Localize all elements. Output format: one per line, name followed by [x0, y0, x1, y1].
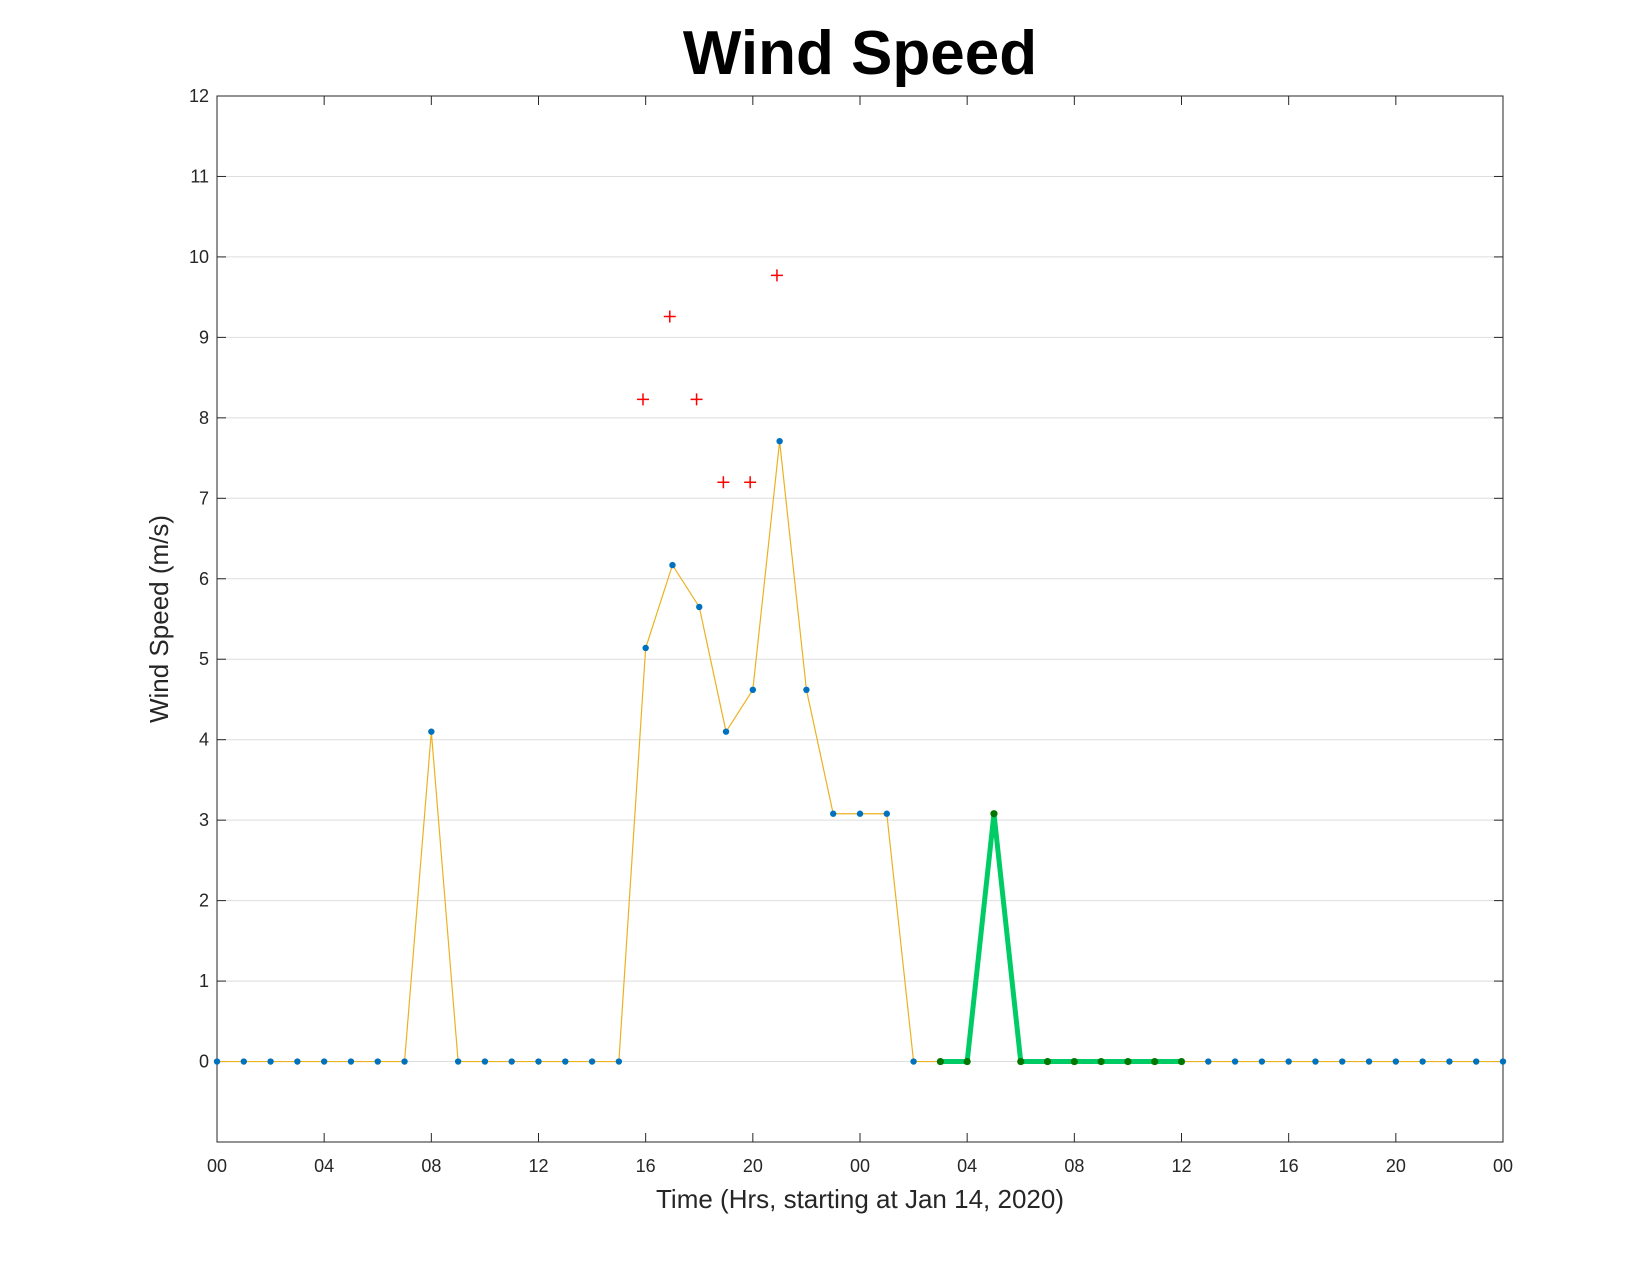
data-point	[856, 810, 864, 817]
data-point	[1205, 1058, 1212, 1065]
data-point	[267, 1058, 274, 1065]
x-tick-label: 00	[1493, 1156, 1513, 1176]
data-point	[776, 437, 783, 445]
data-point	[1070, 1057, 1078, 1066]
data-point	[1231, 1058, 1239, 1065]
data-point	[1177, 1057, 1186, 1066]
x-tick-label: 04	[957, 1156, 977, 1176]
x-tick-label: 20	[743, 1156, 763, 1176]
series-2	[636, 269, 783, 489]
data-point	[990, 810, 998, 818]
x-tick-label: 04	[314, 1156, 334, 1176]
data-point	[1043, 1057, 1052, 1066]
series-0	[213, 437, 1507, 1065]
y-tick-label: 3	[199, 810, 209, 830]
plot-area-frame	[216, 95, 1504, 1143]
y-tick-label: 1	[199, 971, 209, 991]
data-point	[213, 1058, 221, 1065]
plus-marker	[770, 269, 783, 282]
x-tick-label: 12	[1171, 1156, 1191, 1176]
series-line	[940, 813, 1182, 1065]
data-point	[910, 1058, 917, 1065]
y-tick-label: 10	[189, 247, 209, 267]
data-point	[1151, 1057, 1159, 1066]
x-tick-label: 20	[1386, 1156, 1406, 1176]
data-point	[1365, 1058, 1373, 1065]
grid-lines	[217, 95, 1503, 1063]
data-point	[374, 1058, 381, 1065]
data-point	[696, 603, 703, 611]
y-tick-label: 12	[189, 86, 209, 106]
y-tick-label: 6	[199, 569, 209, 589]
y-axis-label: Wind Speed (m/s)	[144, 515, 174, 723]
x-tick-label: 12	[528, 1156, 548, 1176]
data-point	[1499, 1058, 1507, 1065]
data-point	[1017, 1057, 1025, 1066]
chart-title: Wind Speed	[683, 19, 1037, 88]
data-point	[1312, 1058, 1319, 1065]
y-tick-label: 4	[199, 730, 209, 750]
data-point	[1446, 1058, 1453, 1065]
data-point	[1473, 1058, 1480, 1065]
plus-marker	[690, 393, 703, 406]
plus-marker	[663, 310, 676, 323]
data-point	[1392, 1058, 1400, 1065]
data-point	[642, 644, 649, 652]
y-tick-label: 0	[199, 1052, 209, 1072]
data-point	[1258, 1058, 1266, 1065]
y-tick-label: 7	[199, 488, 209, 508]
data-point	[401, 1058, 408, 1065]
data-point	[294, 1058, 301, 1065]
data-point	[1285, 1058, 1292, 1065]
series-line	[217, 441, 1503, 1063]
data-point	[240, 1058, 247, 1065]
x-tick-label: 08	[1064, 1156, 1084, 1176]
data-point	[615, 1058, 623, 1065]
x-tick-label: 00	[207, 1156, 227, 1176]
plus-marker	[636, 393, 649, 406]
data-point	[1124, 1057, 1132, 1066]
data-point	[883, 810, 890, 817]
data-point	[1419, 1058, 1426, 1065]
data-point	[454, 1058, 462, 1065]
y-tick-label: 8	[199, 408, 209, 428]
x-tick-label: 16	[1279, 1156, 1299, 1176]
data-point	[936, 1057, 944, 1066]
data-point	[588, 1058, 596, 1065]
data-point	[535, 1058, 542, 1065]
data-point	[562, 1058, 569, 1065]
plus-marker	[717, 476, 730, 489]
data-point	[320, 1058, 328, 1065]
data-point	[1097, 1057, 1105, 1066]
data-point	[347, 1058, 355, 1065]
data-point	[481, 1058, 489, 1065]
data-point	[749, 686, 757, 694]
series-1	[936, 810, 1186, 1066]
data-point	[830, 810, 837, 817]
data-point	[669, 561, 676, 569]
y-tick-label: 9	[199, 327, 209, 347]
data-point	[803, 686, 810, 694]
y-tick-label: 2	[199, 891, 209, 911]
data-point	[428, 728, 435, 735]
plus-marker	[744, 476, 757, 489]
data-point	[1339, 1058, 1346, 1065]
x-axis-label: Time (Hrs, starting at Jan 14, 2020)	[656, 1184, 1064, 1214]
data-point	[508, 1058, 515, 1065]
data-point	[722, 728, 730, 735]
y-tick-label: 5	[199, 649, 209, 669]
x-tick-label: 00	[850, 1156, 870, 1176]
x-tick-label: 08	[421, 1156, 441, 1176]
y-tick-label: 11	[190, 166, 209, 186]
x-tick-label: 16	[636, 1156, 656, 1176]
data-point	[963, 1057, 971, 1066]
series-layer	[213, 269, 1507, 1066]
